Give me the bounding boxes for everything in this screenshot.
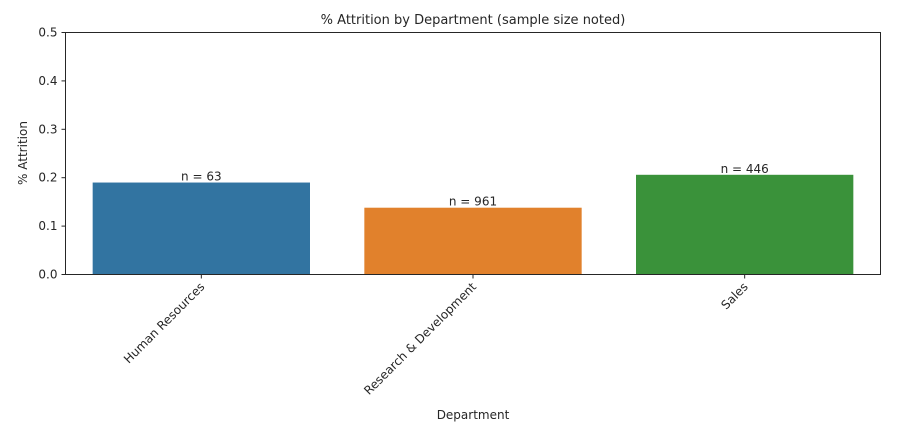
y-tick-label-0: 0.0 <box>38 268 57 282</box>
y-tick-label-2: 0.2 <box>38 171 57 185</box>
bars-layer <box>92 174 854 275</box>
plot-frame <box>65 32 881 275</box>
y-tick-label-3: 0.3 <box>38 122 57 136</box>
bar-2 <box>636 174 854 275</box>
data-label-0: n = 63 <box>181 170 222 184</box>
data-labels-layer: n = 63 n = 961 n = 446 <box>181 162 769 209</box>
y-tick-label-1: 0.1 <box>38 219 57 233</box>
y-tick-label-5: 0.5 <box>38 26 57 40</box>
data-label-2: n = 446 <box>721 162 769 176</box>
bar-0 <box>92 182 311 275</box>
data-label-1: n = 961 <box>449 195 497 209</box>
y-axis-label: % Attrition <box>16 121 30 185</box>
y-axis: 0.0 0.1 0.2 0.3 0.4 0.5 <box>38 26 66 282</box>
bar-1 <box>364 207 582 275</box>
chart-title: % Attrition by Department (sample size n… <box>321 13 626 28</box>
x-axis-label: Department <box>437 408 510 422</box>
y-tick-label-4: 0.4 <box>38 74 57 88</box>
